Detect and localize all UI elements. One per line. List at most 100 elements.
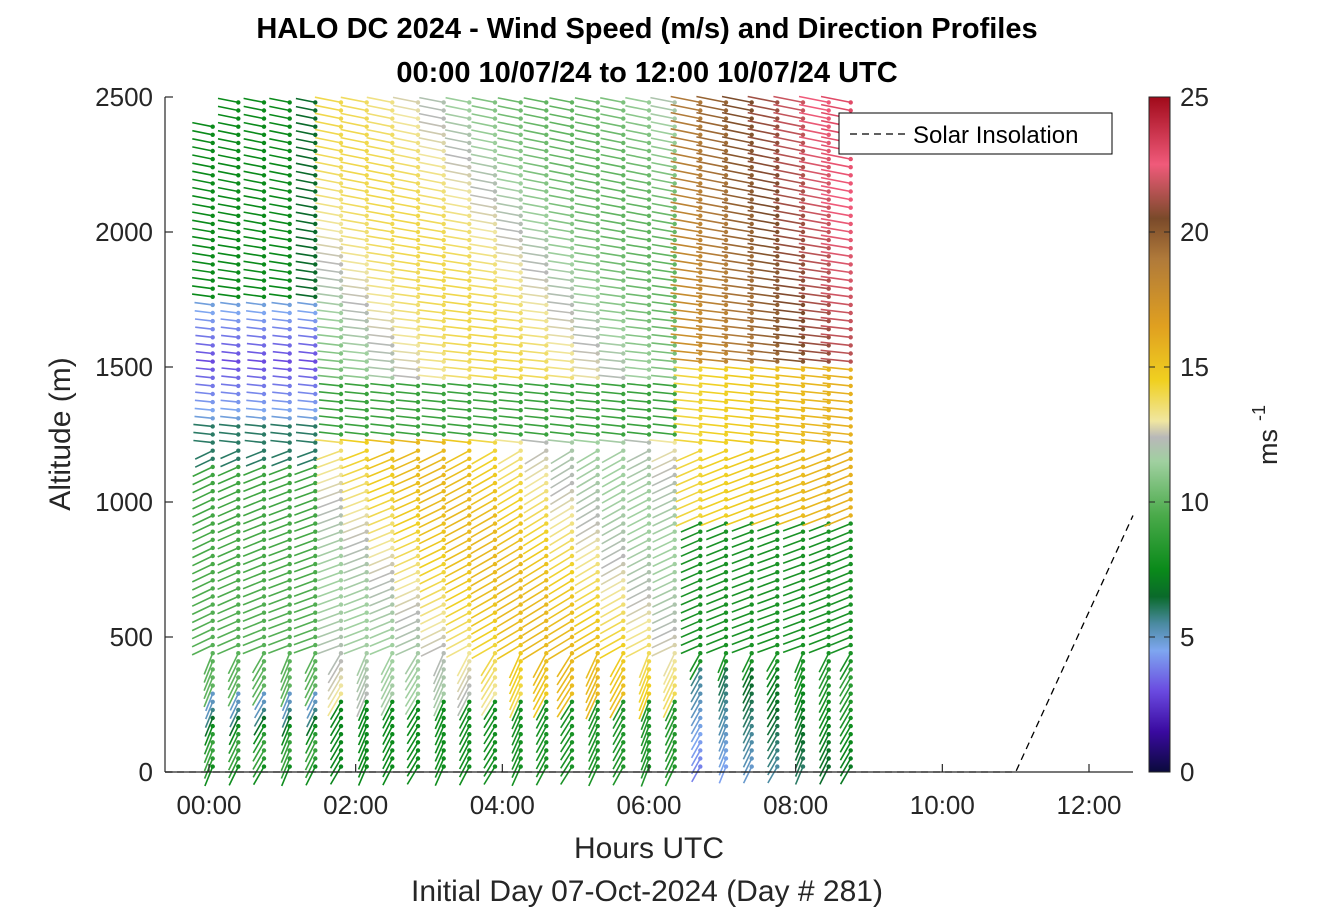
wind-barb-stem	[626, 474, 650, 488]
wind-barb-stem	[549, 137, 573, 144]
wind-barb-stem	[798, 325, 829, 330]
wind-barb-stem	[560, 733, 573, 753]
wind-barb-stem	[757, 530, 778, 540]
wind-barb-stem	[192, 547, 214, 559]
wind-barb-point	[672, 707, 677, 713]
wind-barb-stem	[820, 292, 851, 298]
wind-barb-stem	[772, 349, 804, 355]
wind-barb-point	[390, 472, 395, 478]
wind-barb-point	[800, 634, 806, 640]
wind-barb-point	[415, 213, 421, 218]
wind-barb-point	[698, 294, 703, 299]
wind-barb-point	[236, 343, 241, 348]
wind-barb-point	[338, 343, 344, 348]
wind-barb-stem	[192, 162, 213, 168]
wind-barb-stem	[305, 766, 317, 786]
wind-barb-point	[569, 756, 575, 761]
wind-barb-point	[621, 343, 626, 348]
wind-barb-stem	[280, 677, 291, 700]
wind-barb-point	[698, 399, 703, 405]
wind-barb-stem	[556, 693, 573, 718]
wind-barb-stem	[456, 652, 471, 677]
wind-barb-stem	[391, 235, 419, 241]
wind-barb-point	[749, 440, 754, 445]
wind-barb-point	[441, 286, 446, 291]
wind-barb-point	[518, 327, 523, 332]
wind-barb-point	[775, 416, 780, 421]
wind-barb-stem	[572, 325, 598, 330]
wind-barb-point	[518, 578, 523, 583]
wind-barb-point	[313, 497, 318, 502]
wind-barb-stem	[773, 128, 804, 136]
wind-barb-point	[775, 594, 780, 599]
wind-barb-point	[338, 715, 344, 721]
wind-barb-point	[826, 440, 831, 445]
wind-barb-stem	[822, 438, 851, 444]
wind-barb-stem	[444, 474, 470, 489]
wind-barb-stem	[798, 103, 829, 112]
wind-barb-point	[467, 464, 472, 470]
wind-barb-point	[698, 254, 703, 259]
wind-barb-point	[826, 756, 831, 761]
wind-barb-stem	[458, 701, 471, 721]
wind-barb-stem	[434, 717, 445, 738]
wind-barb-point	[544, 626, 549, 632]
wind-barb-point	[338, 391, 344, 397]
wind-barb-point	[518, 626, 523, 632]
wind-barb-stem	[220, 449, 239, 460]
wind-barb-stem	[627, 498, 650, 512]
wind-barb-stem	[268, 603, 290, 614]
wind-barb-point	[492, 318, 498, 324]
wind-barb-point	[518, 545, 523, 551]
wind-barb-stem	[269, 235, 290, 241]
wind-barb-point	[467, 610, 472, 615]
wind-barb-point	[800, 756, 806, 761]
wind-barb-stem	[496, 587, 522, 604]
wind-barb-point	[313, 740, 318, 745]
wind-barb-point	[569, 351, 575, 356]
wind-barb-point	[544, 529, 549, 534]
wind-barb-stem	[721, 333, 752, 339]
wind-barb-stem	[192, 235, 213, 241]
wind-barb-point	[236, 748, 241, 753]
wind-barb-point	[800, 132, 806, 137]
wind-barb-stem	[824, 514, 852, 527]
wind-barb-point	[287, 270, 292, 275]
wind-barb-stem	[342, 342, 367, 347]
wind-barb-stem	[497, 474, 522, 490]
wind-barb-stem	[217, 474, 239, 485]
wind-barb-point	[210, 659, 215, 664]
wind-barb-point	[848, 213, 853, 218]
wind-barb-stem	[393, 563, 419, 576]
wind-barb-point	[287, 521, 292, 526]
wind-barb-point	[441, 383, 446, 389]
wind-barb-point	[390, 416, 395, 421]
wind-barb-point	[390, 732, 395, 737]
wind-barb-point	[646, 278, 652, 283]
wind-barb-stem	[725, 474, 752, 486]
wind-barb-stem	[294, 498, 316, 508]
wind-barb-point	[390, 359, 395, 364]
wind-barb-point	[210, 140, 215, 146]
wind-barb-point	[441, 456, 446, 461]
wind-barb-stem	[650, 121, 675, 128]
wind-barb-point	[646, 642, 652, 648]
wind-barb-stem	[757, 628, 778, 637]
wind-barb-point	[826, 327, 831, 332]
wind-barb-point	[261, 246, 267, 251]
wind-barb-stem	[640, 701, 650, 722]
wind-barb-stem	[626, 579, 650, 593]
wind-barb-stem	[269, 146, 290, 152]
wind-barb-stem	[458, 750, 471, 770]
wind-barb-stem	[471, 644, 496, 660]
wind-barb-point	[518, 132, 523, 137]
wind-barb-point	[210, 464, 215, 470]
wind-barb-stem	[304, 677, 317, 699]
wind-barb-point	[492, 221, 498, 227]
wind-barb-stem	[470, 145, 496, 152]
wind-barb-point	[800, 651, 806, 656]
wind-barb-point	[338, 424, 344, 429]
wind-barb-point	[236, 618, 241, 623]
wind-barb-point	[646, 351, 652, 356]
wind-barb-point	[775, 367, 780, 372]
